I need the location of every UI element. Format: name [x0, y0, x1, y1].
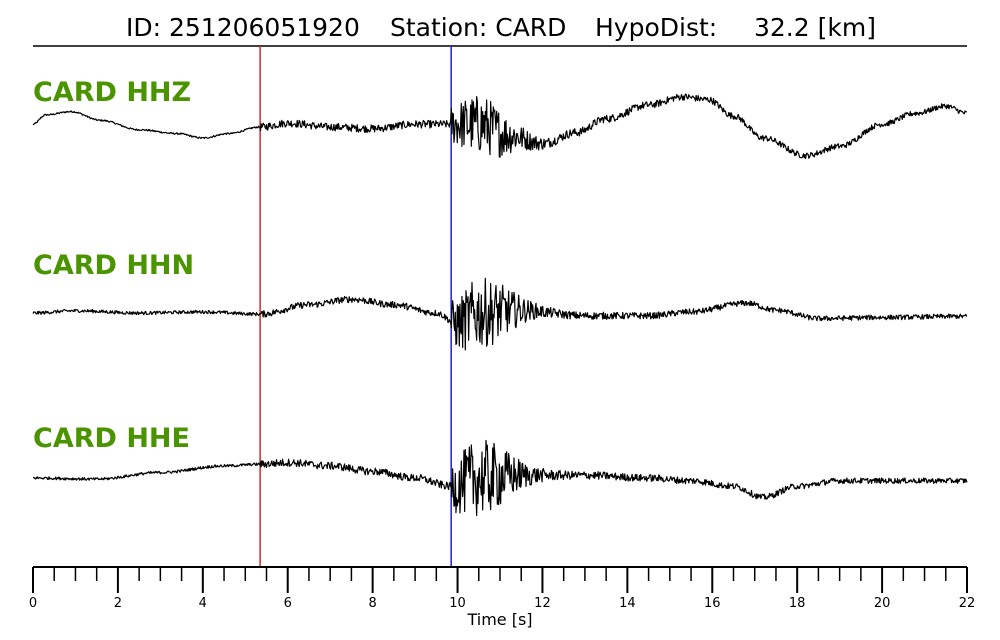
channel-label-hhe: CARD HHE — [33, 423, 190, 454]
title-hypodist-label: HypoDist: — [595, 13, 717, 42]
x-tick-label: 8 — [368, 596, 376, 611]
x-tick-label: 14 — [619, 596, 636, 611]
x-tick-label: 10 — [449, 596, 466, 611]
x-tick-label: 22 — [959, 596, 976, 611]
x-tick-label: 16 — [704, 596, 721, 611]
trace-card-hhe — [32, 439, 968, 517]
x-tick-label: 6 — [284, 596, 292, 611]
x-tick-label: 12 — [534, 596, 551, 611]
phase-picks — [259, 46, 452, 567]
title-station: Station: CARD — [390, 13, 566, 42]
channel-label-hhn: CARD HHN — [33, 250, 194, 281]
x-tick-label: 18 — [789, 596, 806, 611]
channel-label-hhz: CARD HHZ — [33, 77, 191, 108]
x-axis: 0 2 4 6 8 10 12 14 16 18 20 22 — [29, 566, 976, 611]
x-tick-label: 0 — [29, 596, 37, 611]
x-tick-label: 20 — [874, 596, 891, 611]
x-tick-label: 2 — [114, 596, 122, 611]
title-event-id: ID: 251206051920 — [126, 13, 360, 42]
title-hypodist-value: 32.2 [km] — [754, 13, 876, 42]
x-axis-label: Time [s] — [466, 610, 532, 629]
waveform-traces — [32, 93, 968, 517]
trace-card-hhz — [32, 93, 968, 160]
trace-card-hhn — [32, 277, 968, 351]
x-tick-label: 4 — [199, 596, 207, 611]
